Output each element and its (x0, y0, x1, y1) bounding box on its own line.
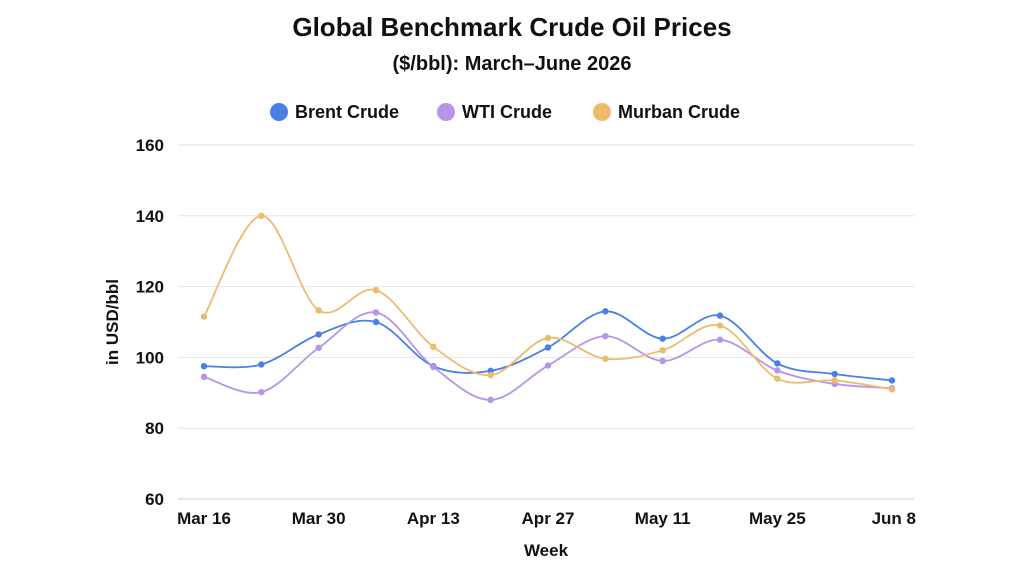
legend-item-wti-crude: WTI Crude (437, 102, 552, 122)
x-tick-label: Apr 27 (522, 509, 575, 528)
x-tick-label: Mar 16 (177, 509, 231, 528)
data-point-brent-crude (888, 377, 896, 384)
data-point-murban-crude (372, 286, 380, 294)
data-point-wti-crude (430, 363, 437, 371)
data-point-murban-crude (602, 355, 609, 363)
series-layer (200, 212, 896, 404)
data-point-murban-crude (659, 347, 666, 354)
data-point-wti-crude (602, 332, 609, 340)
x-tick-label: Jun 8 (872, 509, 916, 528)
data-point-wti-crude (315, 344, 322, 352)
chart-title: Global Benchmark Crude Oil Prices (292, 12, 731, 42)
data-point-brent-crude (659, 335, 666, 342)
data-point-brent-crude (602, 308, 609, 315)
data-point-murban-crude (258, 212, 265, 219)
chart-subtitle: ($/bbl): March–June 2026 (393, 53, 632, 75)
legend-marker (593, 103, 611, 121)
x-tick-label: Apr 13 (407, 509, 460, 528)
y-tick-label: 100 (136, 348, 164, 367)
data-point-brent-crude (315, 331, 322, 338)
legend-marker (437, 103, 455, 121)
legend-marker (270, 103, 288, 121)
x-axis-ticks: Mar 16 Mar 30 Apr 13 Apr 27 May 11 May 25 Jun … (177, 509, 916, 528)
data-point-wti-crude (258, 388, 265, 396)
data-point-murban-crude (888, 386, 896, 393)
series-murban-crude (200, 212, 896, 393)
legend-label: WTI Crude (462, 102, 552, 122)
y-tick-label: 80 (145, 419, 164, 438)
legend-label: Brent Crude (295, 102, 399, 122)
x-tick-label: Mar 30 (292, 509, 346, 528)
data-point-brent-crude (774, 360, 781, 367)
data-point-wti-crude (487, 396, 494, 404)
data-point-murban-crude (774, 375, 781, 382)
data-point-brent-crude (372, 318, 380, 326)
x-tick-label: May 11 (635, 509, 691, 528)
x-tick-label: May 25 (749, 509, 806, 528)
legend: Brent Crude WTI Crude Murban Crude (270, 102, 740, 122)
data-point-murban-crude (716, 322, 724, 329)
series-wti-crude (200, 309, 896, 404)
data-point-murban-crude (430, 343, 437, 350)
gridlines (178, 144, 914, 500)
x-axis-label: Week (524, 541, 569, 560)
data-point-wti-crude (200, 373, 208, 381)
data-point-brent-crude (716, 312, 724, 319)
legend-item-murban-crude: Murban Crude (593, 102, 740, 122)
data-point-murban-crude (487, 371, 494, 379)
series-line-murban-crude (203, 214, 893, 391)
data-point-brent-crude (544, 344, 552, 351)
series-brent-crude (200, 308, 896, 384)
data-point-murban-crude (831, 377, 838, 384)
data-point-murban-crude (200, 313, 208, 320)
y-tick-label: 120 (136, 278, 164, 297)
data-point-wti-crude (659, 357, 666, 365)
data-point-wti-crude (544, 362, 552, 369)
data-point-wti-crude (716, 336, 724, 343)
y-axis-ticks: 60 80 100 120 140 160 (136, 136, 164, 509)
legend-label: Murban Crude (618, 102, 740, 122)
data-point-murban-crude (544, 334, 552, 342)
y-tick-label: 60 (145, 490, 164, 509)
legend-item-brent-crude: Brent Crude (270, 102, 399, 122)
data-point-wti-crude (774, 367, 781, 374)
data-point-brent-crude (258, 361, 265, 368)
y-tick-label: 140 (136, 207, 164, 226)
data-point-murban-crude (315, 307, 322, 314)
data-point-brent-crude (831, 370, 838, 378)
data-point-brent-crude (200, 363, 208, 370)
data-point-wti-crude (372, 309, 380, 316)
series-line-wti-crude (203, 311, 893, 401)
y-axis-label: in USD/bbl (103, 279, 122, 365)
y-tick-label: 160 (136, 136, 164, 155)
